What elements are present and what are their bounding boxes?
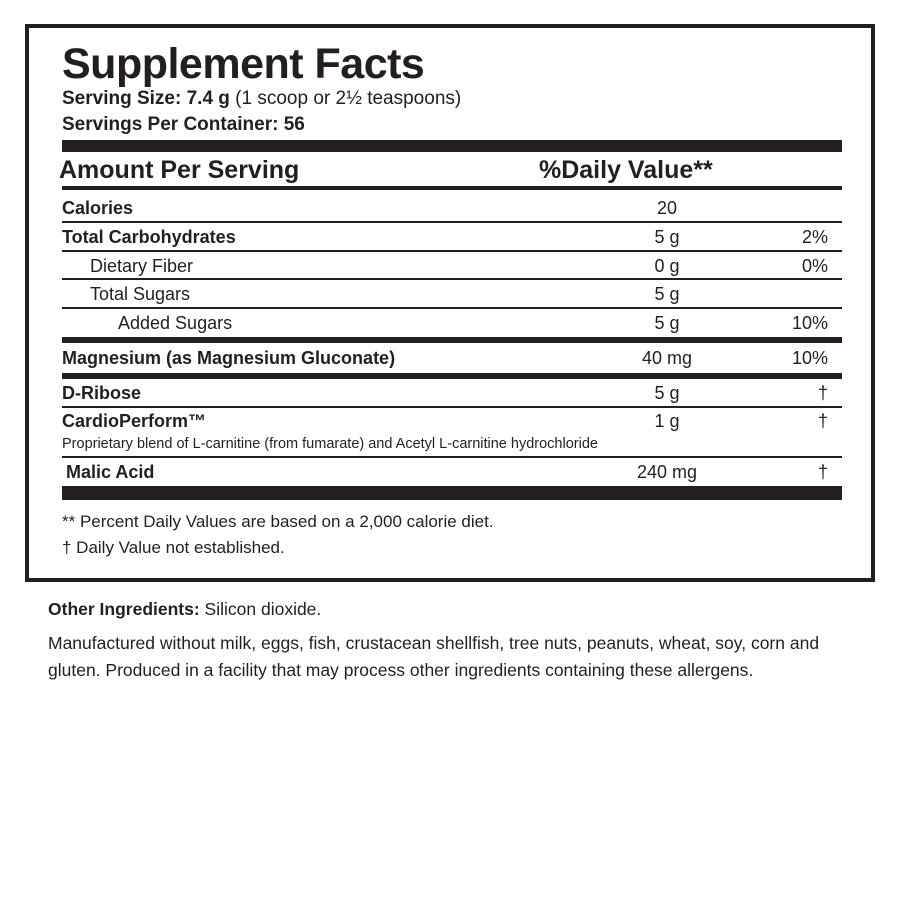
divider (62, 456, 842, 458)
allergen-statement: Manufactured without milk, eggs, fish, c… (48, 633, 820, 680)
nutrient-dv: 0% (801, 256, 828, 276)
nutrient-row-calories: Calories 20 (62, 198, 842, 222)
ingredient-dv: † (817, 411, 828, 431)
divider-medium (62, 337, 842, 343)
nutrient-amount: 20 (656, 198, 678, 218)
footnote-dagger: † Daily Value not established. (62, 538, 285, 557)
nutrient-row-magnesium: Magnesium (as Magnesium Gluconate) 40 mg 1… (62, 348, 842, 372)
ingredient-amount: 1 g (654, 411, 680, 431)
other-ingredients-label: Other Ingredients: (48, 599, 200, 619)
nutrient-amount: 40 mg (641, 348, 693, 368)
proprietary-blend-note: Proprietary blend of L-carnitine (from f… (62, 436, 598, 452)
divider (62, 186, 842, 190)
other-ingredients-value: Silicon dioxide. (199, 599, 322, 619)
ingredient-row-malic-acid: Malic Acid 240 mg † (62, 462, 842, 486)
ingredient-name: Malic Acid (66, 462, 155, 482)
footnote-daily-values: ** Percent Daily Values are based on a 2… (62, 512, 494, 531)
nutrient-row-added-sugars: Added Sugars 5 g 10% (62, 313, 842, 337)
nutrient-dv: 10% (791, 348, 828, 368)
ingredient-dv: † (817, 383, 828, 403)
ingredient-amount: 5 g (654, 383, 680, 403)
ingredient-name: D-Ribose (62, 383, 142, 403)
nutrient-name: Total Sugars (90, 284, 191, 304)
divider-thick (62, 140, 842, 152)
daily-value-header: %Daily Value** (539, 156, 713, 184)
nutrient-name: Added Sugars (118, 313, 233, 333)
divider (62, 278, 842, 280)
ingredient-dv: † (817, 462, 828, 482)
nutrient-name: Calories (62, 198, 134, 218)
ingredient-amount: 240 mg (636, 462, 698, 482)
divider (62, 307, 842, 309)
nutrient-row-total-sugars: Total Sugars 5 g (62, 284, 842, 308)
divider (62, 250, 842, 252)
divider (62, 221, 842, 223)
nutrient-amount: 5 g (654, 313, 680, 333)
divider (62, 406, 842, 408)
nutrient-row-carbs: Total Carbohydrates 5 g 2% (62, 227, 842, 251)
nutrient-dv: 2% (801, 227, 828, 247)
nutrient-amount: 5 g (654, 227, 680, 247)
ingredient-row-d-ribose: D-Ribose 5 g † (62, 383, 842, 407)
nutrient-row-fiber: Dietary Fiber 0 g 0% (62, 256, 842, 280)
ingredient-name: CardioPerform™ (62, 411, 207, 431)
nutrient-name: Total Carbohydrates (62, 227, 236, 247)
nutrient-name: Dietary Fiber (90, 256, 194, 276)
serving-size: Serving Size: 7.4 g (1 scoop or 2½ teasp… (62, 88, 461, 110)
panel-title: Supplement Facts (62, 40, 425, 88)
serving-size-label: Serving Size: 7.4 g (62, 88, 230, 109)
nutrient-amount: 0 g (654, 256, 680, 276)
serving-size-detail: (1 scoop or 2½ teaspoons) (229, 88, 462, 109)
other-ingredients: Other Ingredients: Silicon dioxide. (48, 596, 860, 623)
amount-per-serving-header: Amount Per Serving (59, 156, 300, 184)
ingredient-row-cardioperform: CardioPerform™ 1 g † Proprietary blend of L… (62, 411, 842, 459)
nutrient-amount: 5 g (654, 284, 680, 304)
servings-per-container: Servings Per Container: 56 (62, 114, 305, 135)
divider-thick (62, 486, 842, 500)
nutrient-dv: 10% (791, 313, 828, 333)
supplement-facts-panel: Supplement Facts Serving Size: 7.4 g (1 … (25, 24, 875, 582)
divider-medium (62, 373, 842, 379)
nutrient-name: Magnesium (as Magnesium Gluconate) (62, 348, 396, 368)
